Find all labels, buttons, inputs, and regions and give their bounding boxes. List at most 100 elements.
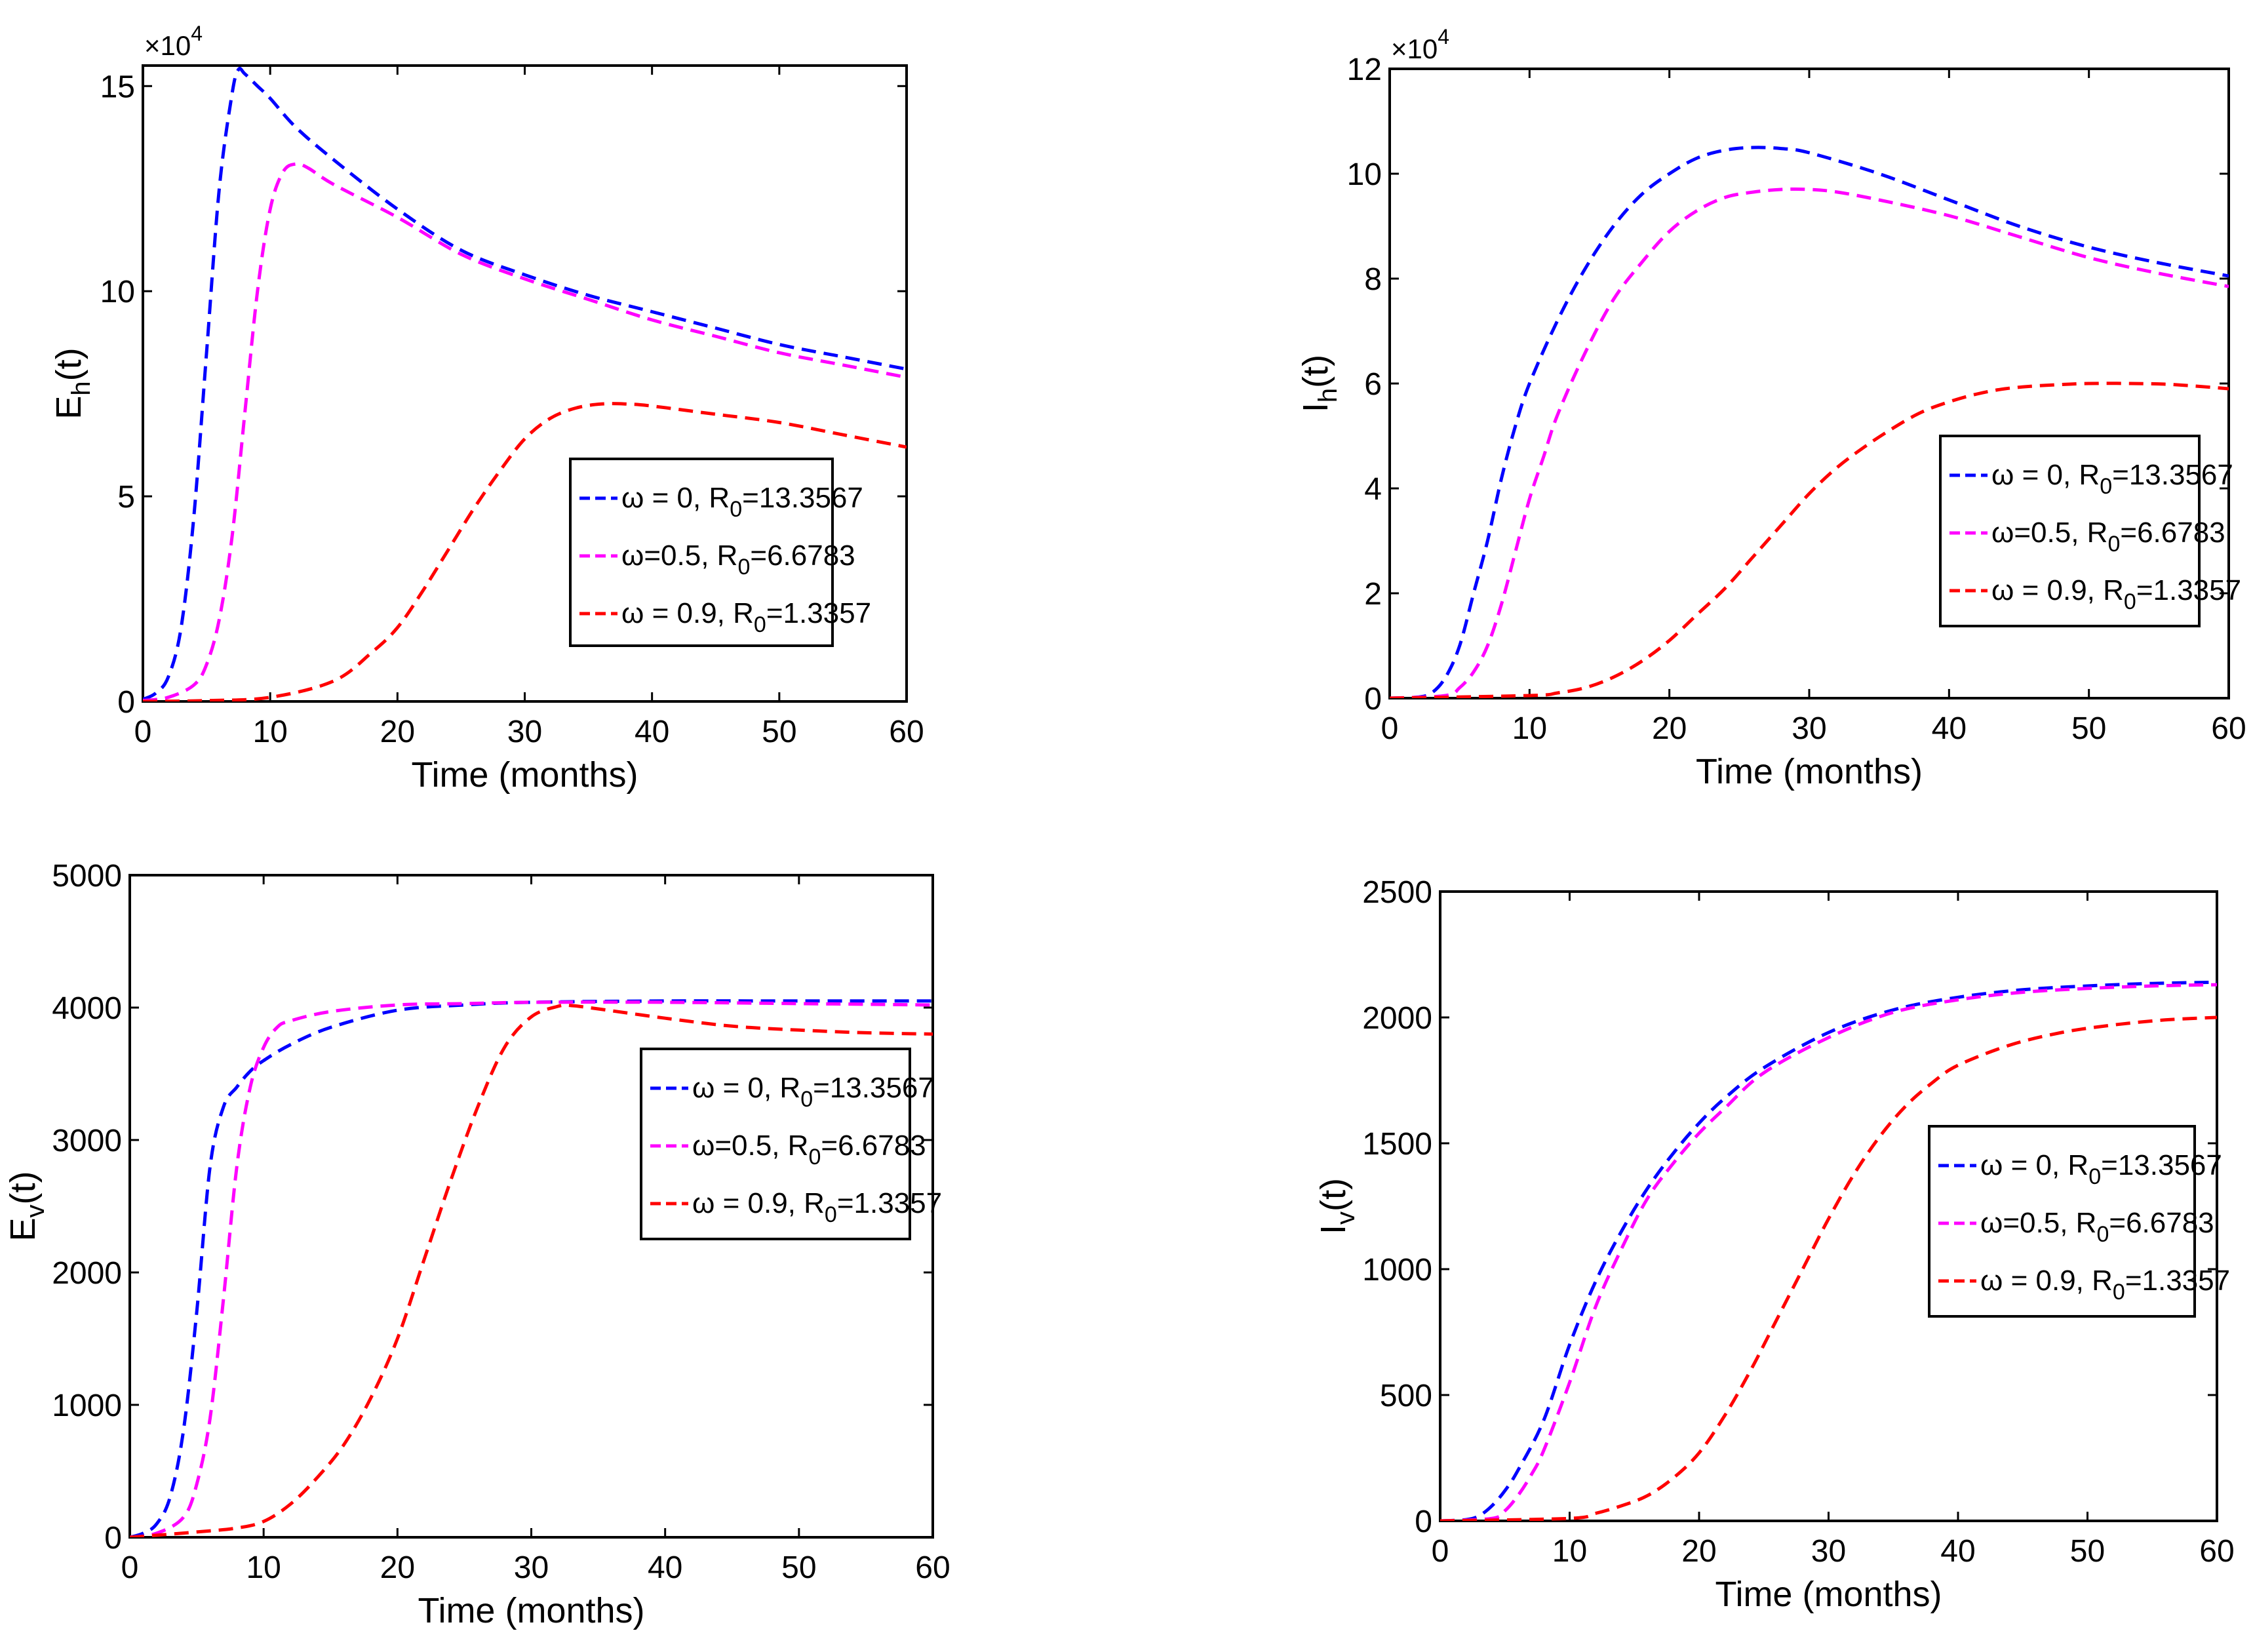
legend-value: =1.3357 — [766, 597, 871, 629]
x-axis-title: Time (months) — [1696, 752, 1923, 791]
y-tick-label: 1500 — [1362, 1127, 1432, 1162]
legend-omega: ω = 0.9, R — [621, 597, 754, 629]
legend-value: =13.3567 — [742, 482, 863, 514]
y-tick-label: 1000 — [1362, 1253, 1432, 1288]
y-tick-label: 10 — [1347, 157, 1382, 192]
legend-entry: ω=0.5, R0=6.6783 — [1991, 517, 2225, 557]
series-line-ih-1 — [1390, 187, 2229, 698]
x-tick-label: 0 — [121, 1550, 139, 1585]
y-title-main: I — [1296, 403, 1335, 412]
legend-omega: ω = 0, R — [1991, 459, 2100, 491]
legend-entry: ω=0.5, R0=6.6783 — [621, 540, 855, 580]
legend-omega: ω=0.5, R — [621, 540, 737, 572]
legend-entry: ω = 0, R0=13.3567 — [1980, 1149, 2222, 1189]
legend-sub: 0 — [800, 1087, 813, 1112]
legend-sub: 0 — [2124, 589, 2136, 614]
exponent-power: 4 — [191, 22, 203, 45]
x-tick-label: 10 — [252, 715, 287, 749]
legend-omega: ω = 0, R — [1980, 1149, 2088, 1181]
x-tick-label: 20 — [380, 1550, 415, 1585]
exponent-power: 4 — [1438, 25, 1449, 49]
x-tick-label: 0 — [134, 715, 152, 749]
x-tick-label: 0 — [1432, 1534, 1449, 1569]
y-title-sub: v — [1331, 1211, 1360, 1225]
legend-sub: 0 — [2100, 474, 2112, 499]
legend-entry: ω = 0, R0=13.3567 — [1991, 459, 2233, 499]
legend-entry: ω=0.5, R0=6.6783 — [1980, 1207, 2214, 1247]
y-tick-label: 0 — [1364, 682, 1382, 717]
y-tick-label: 2 — [1364, 577, 1382, 612]
y-axis-title: Eh(t) — [49, 347, 96, 419]
legend-sub: 0 — [2088, 1164, 2101, 1189]
y-tick-label: 8 — [1364, 262, 1382, 297]
y-tick-label: 2000 — [1362, 1001, 1432, 1036]
y-axis-title: Ev(t) — [3, 1171, 50, 1242]
y-tick-label: 2500 — [1362, 875, 1432, 910]
legend-value: =1.3357 — [837, 1187, 942, 1219]
y-tick-label: 10 — [100, 275, 135, 309]
y-tick-label: 0 — [104, 1521, 122, 1556]
legend-value: =13.3567 — [813, 1072, 934, 1104]
x-tick-label: 30 — [1811, 1534, 1846, 1569]
exponent-base: ×10 — [144, 30, 191, 61]
legend-box — [640, 1048, 911, 1240]
x-tick-label: 40 — [1940, 1534, 1975, 1569]
x-tick-label: 50 — [781, 1550, 816, 1585]
y-tick-label: 4 — [1364, 472, 1382, 507]
legend-value: =6.6783 — [2120, 517, 2225, 549]
x-tick-label: 20 — [380, 715, 415, 749]
legend-omega: ω = 0, R — [692, 1072, 800, 1104]
y-tick-label: 1000 — [52, 1388, 122, 1423]
y-title-tail: (t) — [49, 347, 88, 381]
series-line-ih-2 — [1390, 382, 2229, 698]
x-tick-label: 60 — [2199, 1534, 2234, 1569]
legend-entry: ω = 0.9, R0=1.3357 — [1991, 574, 2241, 614]
legend-sub: 0 — [754, 612, 766, 637]
legend-sub: 0 — [730, 497, 742, 522]
series-line-eh-0 — [143, 66, 907, 701]
legend-omega: ω = 0, R — [621, 482, 730, 514]
x-tick-label: 20 — [1652, 711, 1687, 746]
y-tick-label: 15 — [100, 69, 135, 104]
y-title-tail: (t) — [1314, 1178, 1353, 1211]
legend-omega: ω=0.5, R — [1991, 517, 2107, 549]
y-tick-label: 0 — [117, 685, 135, 720]
legend-omega: ω=0.5, R — [1980, 1207, 2096, 1239]
legend-omega: ω = 0.9, R — [1980, 1265, 2113, 1297]
series-line-iv-0 — [1440, 980, 2217, 1521]
legend-sub: 0 — [2107, 532, 2120, 557]
x-tick-label: 60 — [2211, 711, 2246, 746]
legend-value: =13.3567 — [2112, 459, 2233, 491]
y-title-tail: (t) — [1296, 355, 1335, 388]
legend-sub: 0 — [808, 1145, 821, 1170]
legend-box — [1928, 1125, 2196, 1318]
legend-value: =6.6783 — [821, 1130, 926, 1162]
legend-entry: ω = 0.9, R0=1.3357 — [621, 597, 871, 637]
x-tick-label: 10 — [1552, 1534, 1587, 1569]
y-title-main: E — [3, 1217, 43, 1241]
legend-value: =6.6783 — [750, 540, 855, 572]
x-tick-label: 0 — [1381, 711, 1399, 746]
y-title-sub: h — [67, 381, 96, 395]
chart-iv: 0 10 20 30 40 50 60 0 500 1000 1500 2000 2500 Time (m… — [1314, 875, 2235, 1614]
y-title-sub: h — [1314, 388, 1342, 403]
x-tick-label: 50 — [2070, 1534, 2105, 1569]
chart-ev: 0 10 20 30 40 50 60 0 1000 2000 3000 4000 5000 Time (… — [3, 859, 950, 1630]
x-tick-label: 30 — [514, 1550, 549, 1585]
legend-entry: ω=0.5, R0=6.6783 — [692, 1130, 926, 1170]
legend-iv: ω = 0, R0=13.3567 ω=0.5, R0=6.6783 ω = 0.9… — [1928, 1125, 2230, 1318]
x-tick-label: 40 — [1932, 711, 1967, 746]
x-axis-title: Time (months) — [1715, 1575, 1942, 1614]
y-title-main: I — [1314, 1225, 1353, 1234]
legend-box — [1939, 435, 2201, 627]
x-tick-label: 10 — [1512, 711, 1547, 746]
y-axis-title: Iv(t) — [1314, 1178, 1360, 1234]
y-title-main: E — [49, 396, 88, 420]
legend-entry: ω = 0, R0=13.3567 — [692, 1072, 934, 1112]
series-line-eh-1 — [143, 162, 907, 701]
legend-value: =1.3357 — [2125, 1265, 2230, 1297]
legend-sub: 0 — [2096, 1222, 2109, 1247]
